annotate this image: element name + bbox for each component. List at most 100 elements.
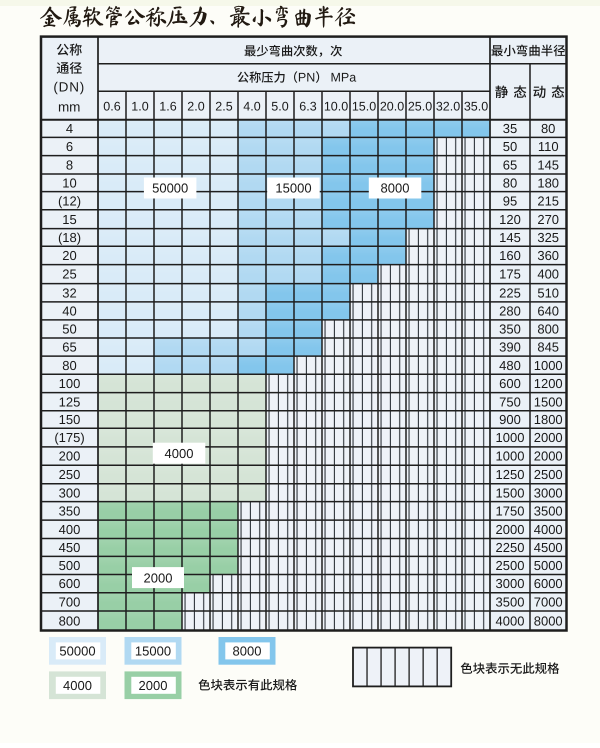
svg-text:750: 750 xyxy=(499,394,521,409)
svg-text:35: 35 xyxy=(503,121,517,136)
svg-text:20: 20 xyxy=(62,248,76,263)
svg-text:2500: 2500 xyxy=(496,558,525,573)
svg-text:600: 600 xyxy=(59,576,81,591)
svg-text:25.0: 25.0 xyxy=(408,100,432,114)
svg-text:1500: 1500 xyxy=(534,394,563,409)
svg-text:400: 400 xyxy=(59,522,81,537)
svg-text:110: 110 xyxy=(538,139,559,154)
svg-text:510: 510 xyxy=(537,285,559,300)
svg-text:15000: 15000 xyxy=(135,643,171,658)
svg-text:845: 845 xyxy=(537,340,559,355)
svg-text:15000: 15000 xyxy=(275,181,311,196)
svg-text:4500: 4500 xyxy=(534,540,563,555)
svg-text:2000: 2000 xyxy=(534,430,563,445)
svg-text:4000: 4000 xyxy=(63,678,92,693)
svg-text:50: 50 xyxy=(62,322,76,337)
svg-text:175: 175 xyxy=(499,267,521,282)
svg-text:6000: 6000 xyxy=(534,576,563,591)
svg-text:640: 640 xyxy=(537,304,559,319)
svg-text:0.6: 0.6 xyxy=(103,100,120,114)
svg-text:1000: 1000 xyxy=(496,430,525,445)
svg-text:4000: 4000 xyxy=(496,613,525,628)
svg-text:390: 390 xyxy=(499,340,521,355)
svg-text:50000: 50000 xyxy=(59,643,95,658)
svg-text:1000: 1000 xyxy=(534,358,563,373)
svg-text:400: 400 xyxy=(537,267,559,282)
svg-text:300: 300 xyxy=(59,485,81,500)
svg-text:800: 800 xyxy=(59,613,81,628)
svg-text:150: 150 xyxy=(59,412,81,427)
svg-text:1500: 1500 xyxy=(496,485,525,500)
svg-text:250: 250 xyxy=(59,467,81,482)
svg-text:mm: mm xyxy=(58,100,81,115)
svg-text:25: 25 xyxy=(62,267,76,282)
svg-text:2.0: 2.0 xyxy=(187,100,204,114)
svg-text:(DN): (DN) xyxy=(53,79,85,94)
svg-text:480: 480 xyxy=(499,358,521,373)
svg-text:4000: 4000 xyxy=(534,522,563,537)
svg-text:2.5: 2.5 xyxy=(215,100,232,114)
svg-text:700: 700 xyxy=(59,594,81,609)
svg-text:3500: 3500 xyxy=(496,594,525,609)
svg-text:20.0: 20.0 xyxy=(380,100,404,114)
svg-text:6: 6 xyxy=(66,139,73,154)
svg-text:32.0: 32.0 xyxy=(436,100,460,114)
svg-text:6.3: 6.3 xyxy=(299,100,316,114)
svg-text:160: 160 xyxy=(499,248,521,263)
svg-text:280: 280 xyxy=(499,304,521,319)
svg-text:8000: 8000 xyxy=(534,613,563,628)
svg-text:MPa: MPa xyxy=(330,71,356,85)
svg-text:1250: 1250 xyxy=(496,467,525,482)
svg-text:800: 800 xyxy=(537,322,559,337)
svg-text:15.0: 15.0 xyxy=(352,100,376,114)
svg-text:900: 900 xyxy=(499,412,521,427)
svg-text:1200: 1200 xyxy=(534,376,563,391)
svg-text:3000: 3000 xyxy=(534,485,563,500)
svg-text:2000: 2000 xyxy=(144,570,173,585)
svg-text:225: 225 xyxy=(499,285,521,300)
svg-text:2000: 2000 xyxy=(534,449,563,464)
svg-text:PN: PN xyxy=(298,71,315,85)
svg-text:4: 4 xyxy=(66,121,73,136)
svg-text:1.6: 1.6 xyxy=(159,100,176,114)
svg-text:2500: 2500 xyxy=(534,467,563,482)
svg-text:100: 100 xyxy=(59,376,81,391)
svg-text:(175): (175) xyxy=(54,430,84,445)
svg-text:10: 10 xyxy=(62,175,76,190)
svg-text:145: 145 xyxy=(499,230,521,245)
svg-text:125: 125 xyxy=(59,394,81,409)
svg-text:50: 50 xyxy=(503,139,517,154)
svg-text:40: 40 xyxy=(62,304,76,319)
svg-text:5000: 5000 xyxy=(534,558,563,573)
svg-text:120: 120 xyxy=(499,212,521,227)
svg-text:5.0: 5.0 xyxy=(271,100,288,114)
svg-text:145: 145 xyxy=(537,157,559,172)
svg-text:270: 270 xyxy=(537,212,559,227)
svg-text:325: 325 xyxy=(537,230,559,245)
svg-text:180: 180 xyxy=(537,175,559,190)
svg-text:8000: 8000 xyxy=(233,643,262,658)
svg-text:8: 8 xyxy=(66,157,73,172)
svg-text:1.0: 1.0 xyxy=(131,100,148,114)
svg-text:8000: 8000 xyxy=(381,181,410,196)
svg-text:7000: 7000 xyxy=(534,594,563,609)
svg-text:80: 80 xyxy=(541,121,555,136)
svg-text:200: 200 xyxy=(59,449,81,464)
svg-text:32: 32 xyxy=(62,285,76,300)
svg-text:80: 80 xyxy=(503,175,517,190)
svg-text:65: 65 xyxy=(62,340,76,355)
svg-text:1800: 1800 xyxy=(534,412,563,427)
svg-text:3000: 3000 xyxy=(496,576,525,591)
svg-text:50000: 50000 xyxy=(152,181,188,196)
svg-text:350: 350 xyxy=(59,503,81,518)
svg-text:360: 360 xyxy=(537,248,559,263)
svg-text:350: 350 xyxy=(499,322,521,337)
svg-text:80: 80 xyxy=(62,358,76,373)
svg-text:4.0: 4.0 xyxy=(243,100,260,114)
svg-text:10.0: 10.0 xyxy=(324,100,348,114)
svg-text:15: 15 xyxy=(62,212,76,227)
svg-text:95: 95 xyxy=(503,193,517,208)
svg-text:500: 500 xyxy=(59,558,81,573)
svg-text:4000: 4000 xyxy=(165,446,194,461)
svg-text:1000: 1000 xyxy=(496,449,525,464)
